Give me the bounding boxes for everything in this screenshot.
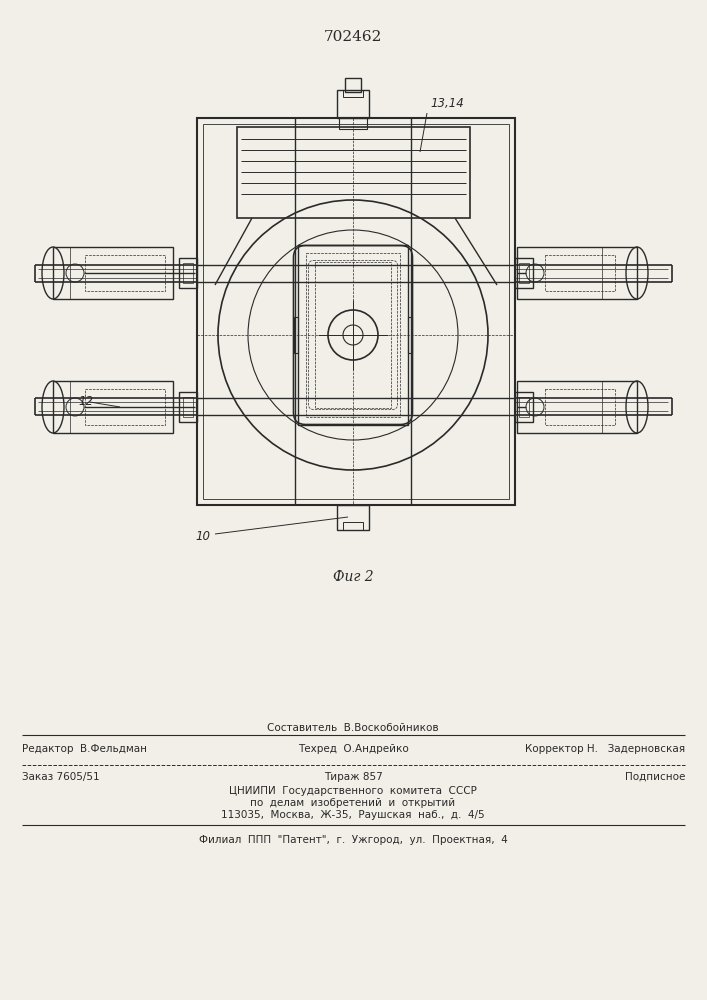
Bar <box>515 258 533 288</box>
Bar <box>343 90 363 97</box>
Bar <box>337 505 369 530</box>
Text: Техред  О.Андрейко: Техред О.Андрейко <box>298 744 409 754</box>
Text: Филиал  ППП  "Патент",  г.  Ужгород,  ул.  Проектная,  4: Филиал ППП "Патент", г. Ужгород, ул. Про… <box>199 835 508 845</box>
Bar <box>85 389 165 425</box>
Text: Корректор Н.   Задерновская: Корректор Н. Задерновская <box>525 744 685 754</box>
Bar <box>343 522 363 530</box>
Text: 12: 12 <box>78 395 93 408</box>
Bar <box>53 381 173 433</box>
Text: 10: 10 <box>195 530 210 543</box>
Bar <box>203 124 509 499</box>
Bar <box>517 247 637 299</box>
Text: Фиг 2: Фиг 2 <box>333 570 373 584</box>
Bar <box>179 392 197 422</box>
Bar <box>53 247 173 299</box>
Bar <box>179 258 197 288</box>
Text: Составитель  В.Воскобойников: Составитель В.Воскобойников <box>267 723 439 733</box>
Text: по  делам  изобретений  и  открытий: по делам изобретений и открытий <box>250 798 455 808</box>
Bar <box>345 78 361 92</box>
Bar <box>545 389 615 425</box>
Bar <box>298 245 408 425</box>
Bar <box>339 117 367 129</box>
Bar <box>294 317 298 353</box>
Text: 113035,  Москва,  Ж-35,  Раушская  наб.,  д.  4/5: 113035, Москва, Ж-35, Раушская наб., д. … <box>221 810 485 820</box>
Text: 13,14: 13,14 <box>430 97 464 110</box>
Text: ЦНИИПИ  Государственного  комитета  СССР: ЦНИИПИ Государственного комитета СССР <box>229 786 477 796</box>
Bar <box>315 262 391 408</box>
Text: Тираж 857: Тираж 857 <box>324 772 382 782</box>
Text: Подписное: Подписное <box>624 772 685 782</box>
Bar <box>85 255 165 291</box>
Bar <box>519 397 529 417</box>
Bar <box>183 397 193 417</box>
Bar <box>545 255 615 291</box>
Text: Редактор  В.Фельдман: Редактор В.Фельдман <box>22 744 147 754</box>
Bar <box>197 118 515 505</box>
Bar <box>408 317 412 353</box>
Bar <box>517 381 637 433</box>
Bar <box>337 90 369 118</box>
Bar <box>515 392 533 422</box>
Text: 702462: 702462 <box>324 30 382 44</box>
Bar <box>306 253 400 417</box>
Text: Заказ 7605/51: Заказ 7605/51 <box>22 772 100 782</box>
Bar <box>237 127 470 218</box>
Bar <box>183 263 193 283</box>
Bar <box>519 263 529 283</box>
